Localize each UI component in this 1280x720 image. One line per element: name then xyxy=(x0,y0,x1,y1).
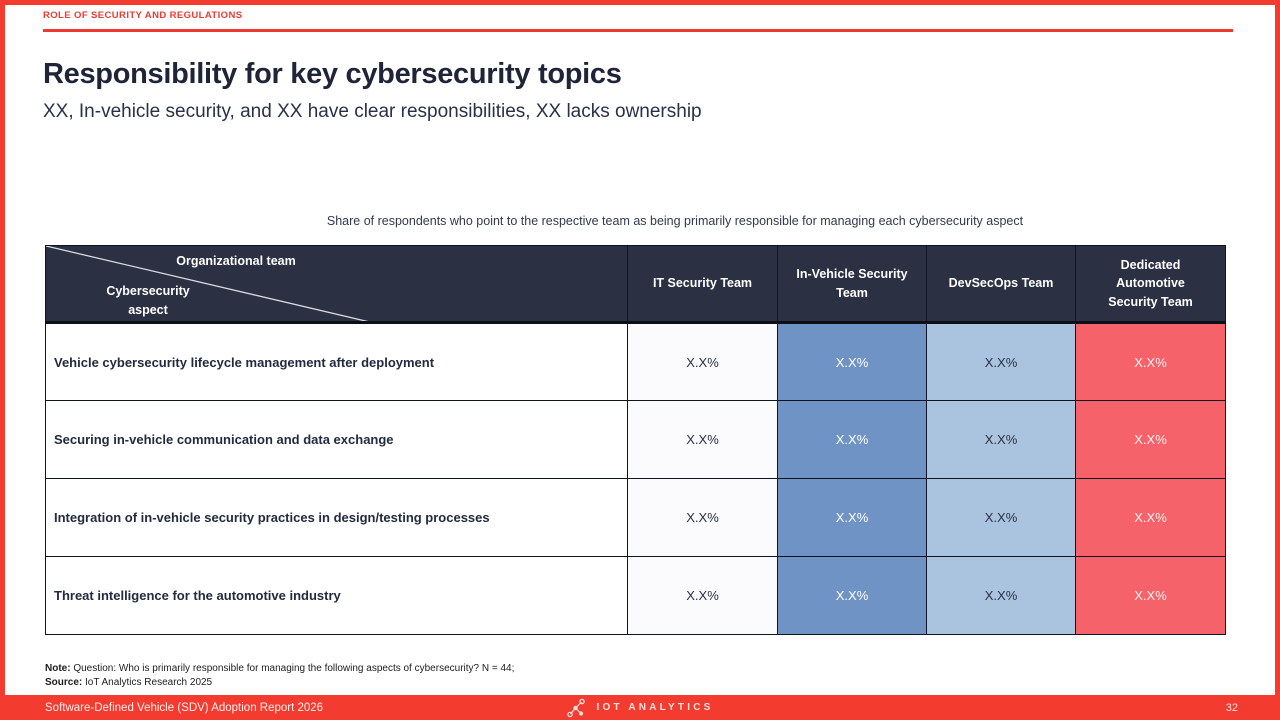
source-line: Source: IoT Analytics Research 2025 xyxy=(45,676,514,690)
cell-value: X.X% xyxy=(926,400,1076,479)
diagonal-divider xyxy=(46,246,362,320)
cell-value: X.X% xyxy=(926,322,1076,401)
note-text: Question: Who is primarily responsible f… xyxy=(70,663,515,674)
cell-value: X.X% xyxy=(777,556,927,635)
note-line: Note: Question: Who is primarily respons… xyxy=(45,662,514,676)
cell-value: X.X% xyxy=(1075,556,1226,635)
cell-value: X.X% xyxy=(777,400,927,479)
corner-label-cybersecurity-aspect: Cybersecurity aspect xyxy=(106,284,190,317)
cell-value: X.X% xyxy=(627,400,778,479)
source-text: IoT Analytics Research 2025 xyxy=(82,677,213,688)
footer-bar: Software-Defined Vehicle (SDV) Adoption … xyxy=(0,695,1280,720)
responsibility-matrix-table: Organizational team Cybersecurity aspect… xyxy=(45,245,1226,635)
cell-value: X.X% xyxy=(1075,322,1226,401)
footer-report-title: Software-Defined Vehicle (SDV) Adoption … xyxy=(45,701,324,714)
cell-value: X.X% xyxy=(777,322,927,401)
table-row: Threat intelligence for the automotive i… xyxy=(45,556,1226,635)
kicker-underline xyxy=(43,29,1233,32)
column-header-in-vehicle-security: In-Vehicle Security Team xyxy=(777,245,927,324)
chart-caption: Share of respondents who point to the re… xyxy=(326,214,1024,228)
row-aspect-label: Threat intelligence for the automotive i… xyxy=(45,556,628,635)
table-row: Securing in-vehicle communication and da… xyxy=(45,400,1226,479)
column-header-devsecops: DevSecOps Team xyxy=(926,245,1076,324)
column-header-dedicated-automotive: Dedicated Automotive Security Team xyxy=(1075,245,1226,324)
table-corner-cell: Organizational team Cybersecurity aspect xyxy=(45,245,628,324)
row-aspect-label: Vehicle cybersecurity lifecycle manageme… xyxy=(45,322,628,401)
cell-value: X.X% xyxy=(627,478,778,557)
cell-value: X.X% xyxy=(926,556,1076,635)
table-row: Integration of in-vehicle security pract… xyxy=(45,478,1226,557)
table-row: Vehicle cybersecurity lifecycle manageme… xyxy=(45,322,1226,401)
source-label: Source: xyxy=(45,677,83,688)
table-header-row: Organizational team Cybersecurity aspect… xyxy=(45,245,1226,324)
row-aspect-label: Securing in-vehicle communication and da… xyxy=(45,400,628,479)
cell-value: X.X% xyxy=(926,478,1076,557)
cell-value: X.X% xyxy=(1075,478,1226,557)
corner-label-organizational-team: Organizational team xyxy=(176,254,296,268)
footnotes: Note: Question: Who is primarily respons… xyxy=(45,662,514,690)
note-label: Note: xyxy=(45,663,71,674)
page-subtitle: XX, In-vehicle security, and XX have cle… xyxy=(43,101,702,122)
page-number: 32 xyxy=(1225,701,1238,714)
cell-value: X.X% xyxy=(627,556,778,635)
iot-analytics-logo-icon xyxy=(567,698,585,717)
cell-value: X.X% xyxy=(1075,400,1226,479)
row-aspect-label: Integration of in-vehicle security pract… xyxy=(45,478,628,557)
column-header-it-security: IT Security Team xyxy=(627,245,778,324)
footer-brand: IOT ANALYTICS xyxy=(567,698,714,718)
cell-value: X.X% xyxy=(777,478,927,557)
page-title: Responsibility for key cybersecurity top… xyxy=(43,58,622,90)
section-kicker: ROLE OF SECURITY AND REGULATIONS xyxy=(43,10,243,21)
cell-value: X.X% xyxy=(627,322,778,401)
footer-brand-name: IOT ANALYTICS xyxy=(596,702,714,713)
